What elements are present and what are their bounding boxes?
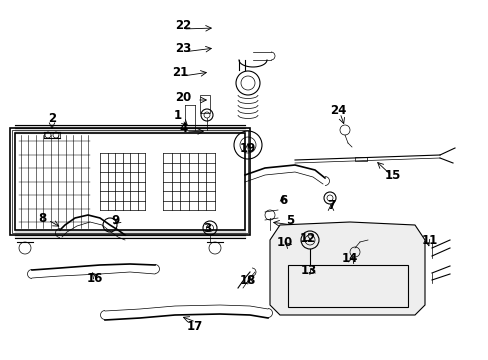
Bar (200, 95, 209, 113)
Text: 21: 21 (171, 66, 188, 78)
Text: 3: 3 (203, 221, 211, 234)
Text: 1: 1 (174, 108, 182, 122)
Text: 13: 13 (300, 264, 317, 276)
Text: 6: 6 (278, 194, 286, 207)
Text: 2: 2 (48, 112, 56, 125)
Text: 23: 23 (175, 41, 191, 54)
Text: 16: 16 (87, 271, 103, 284)
Text: 22: 22 (175, 18, 191, 32)
Text: 20: 20 (175, 90, 191, 104)
Text: 14: 14 (341, 252, 357, 265)
Bar (10, 128, 249, 235)
Polygon shape (269, 222, 424, 315)
Text: 10: 10 (276, 235, 292, 248)
Bar (287, 265, 407, 307)
Text: 15: 15 (384, 168, 400, 181)
Text: 18: 18 (239, 274, 256, 287)
Text: 24: 24 (329, 104, 346, 117)
Bar (15, 133, 244, 230)
Bar (354, 157, 366, 161)
Text: 8: 8 (38, 212, 46, 225)
Text: 12: 12 (299, 231, 315, 244)
Text: 19: 19 (239, 141, 256, 154)
Text: 9: 9 (111, 213, 119, 226)
Text: 7: 7 (326, 198, 334, 212)
Text: 17: 17 (186, 320, 203, 333)
Bar (12, 130, 247, 233)
Text: 11: 11 (421, 234, 437, 247)
Text: 4: 4 (180, 122, 188, 135)
Text: 5: 5 (285, 213, 293, 226)
